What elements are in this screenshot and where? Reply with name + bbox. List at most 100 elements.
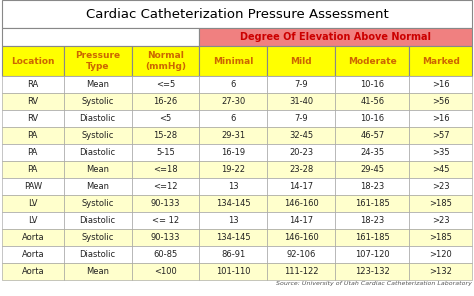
Text: >45: >45 [432,165,449,174]
Text: 15-28: 15-28 [154,131,178,140]
Bar [200,178,267,195]
Text: >16: >16 [432,80,449,89]
Bar [267,110,335,127]
Text: >16: >16 [432,114,449,123]
Bar [335,263,410,280]
Text: Systolic: Systolic [82,199,114,208]
Bar [200,76,267,93]
Bar [64,246,131,263]
Bar [131,229,200,246]
Bar [64,110,131,127]
Bar [2,76,64,93]
Bar [410,46,472,76]
Bar [410,212,472,229]
Bar [64,46,131,76]
Text: 5-15: 5-15 [156,148,175,157]
Bar [131,110,200,127]
Text: 107-120: 107-120 [355,250,390,259]
Bar [335,212,410,229]
Bar [131,212,200,229]
Text: 19-22: 19-22 [221,165,246,174]
Text: 7-9: 7-9 [294,114,308,123]
Bar [200,93,267,110]
Bar [131,144,200,161]
Bar [200,144,267,161]
Text: 32-45: 32-45 [289,131,313,140]
Bar [2,46,64,76]
Bar [64,93,131,110]
Bar [131,246,200,263]
Text: >132: >132 [429,267,452,276]
Text: Mild: Mild [291,57,312,65]
Bar [2,195,64,212]
Bar [131,127,200,144]
Bar [64,161,131,178]
Bar [335,144,410,161]
Text: 7-9: 7-9 [294,80,308,89]
Bar [64,178,131,195]
Text: 41-56: 41-56 [360,97,384,106]
Bar [200,110,267,127]
Bar [335,246,410,263]
Bar [335,93,410,110]
Text: 90-133: 90-133 [151,199,180,208]
Text: 23-28: 23-28 [289,165,313,174]
Bar [131,76,200,93]
Text: 16-19: 16-19 [221,148,246,157]
Bar [2,127,64,144]
Bar [410,93,472,110]
Text: <=18: <=18 [153,165,178,174]
Bar [267,263,335,280]
Bar [267,195,335,212]
Text: Normal
(mmHg): Normal (mmHg) [145,51,186,71]
Bar [64,212,131,229]
Bar [335,229,410,246]
Bar [200,127,267,144]
Text: >185: >185 [429,199,452,208]
Bar [2,161,64,178]
Text: Systolic: Systolic [82,97,114,106]
Bar [267,46,335,76]
Bar [2,0,472,28]
Bar [410,76,472,93]
Text: Mean: Mean [86,267,109,276]
Text: 161-185: 161-185 [355,233,390,242]
Bar [2,178,64,195]
Bar [200,212,267,229]
Text: >23: >23 [432,216,449,225]
Bar [267,144,335,161]
Bar [64,263,131,280]
Text: RV: RV [27,114,38,123]
Bar [335,127,410,144]
Bar [267,229,335,246]
Bar [131,263,200,280]
Text: Mean: Mean [86,165,109,174]
Bar [410,161,472,178]
Bar [131,46,200,76]
Bar [267,127,335,144]
Text: 101-110: 101-110 [216,267,251,276]
Text: 20-23: 20-23 [289,148,313,157]
Text: RV: RV [27,97,38,106]
Text: 10-16: 10-16 [360,80,384,89]
Bar [2,212,64,229]
Bar [131,195,200,212]
Bar [267,246,335,263]
Text: Systolic: Systolic [82,131,114,140]
Bar [2,263,64,280]
Bar [267,212,335,229]
Bar [64,76,131,93]
Text: Mean: Mean [86,80,109,89]
Bar [335,46,410,76]
Text: 13: 13 [228,216,238,225]
Text: <100: <100 [154,267,177,276]
Text: LV: LV [28,199,37,208]
Bar [2,93,64,110]
Text: >56: >56 [432,97,449,106]
Bar [410,110,472,127]
Text: 161-185: 161-185 [355,199,390,208]
Text: Source: University of Utah Cardiac Catheterization Laboratory: Source: University of Utah Cardiac Cathe… [276,281,472,286]
Bar [267,93,335,110]
Text: Minimal: Minimal [213,57,254,65]
Text: 46-57: 46-57 [360,131,384,140]
